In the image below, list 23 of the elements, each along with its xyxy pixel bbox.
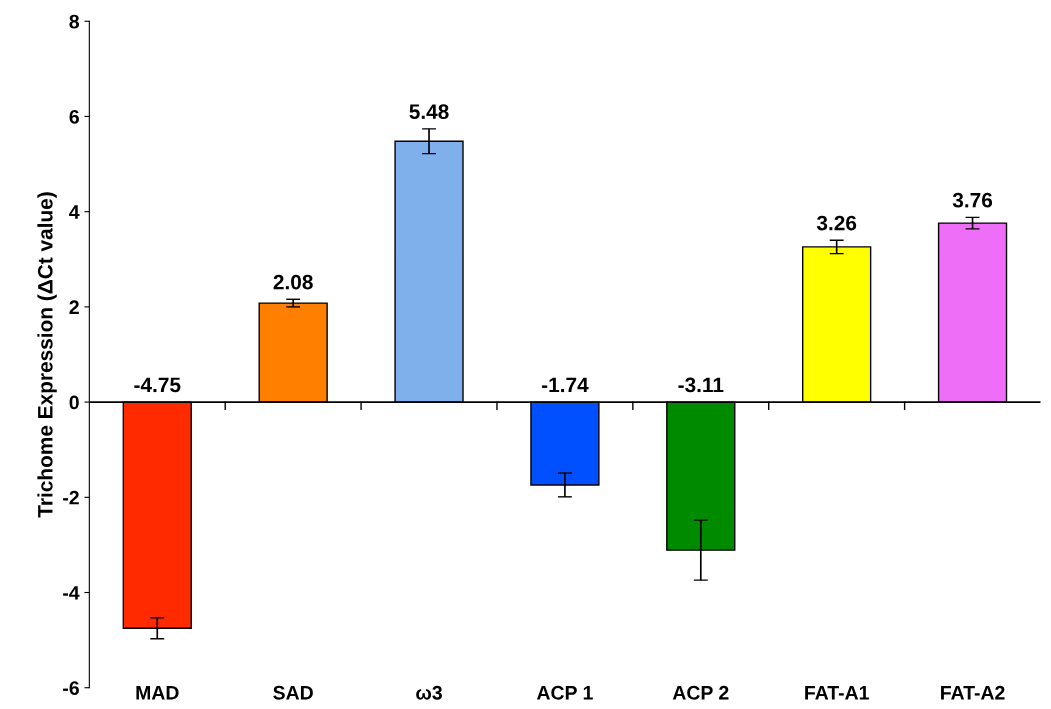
data-label: 2.08 <box>273 274 313 290</box>
data-label: -1.74 <box>541 377 589 393</box>
x-tick-label: ω3 <box>416 685 442 700</box>
y-tick-label: 6 <box>69 109 79 124</box>
x-tick-label: FAT-A1 <box>805 686 869 700</box>
data-label: -4.75 <box>134 377 181 393</box>
x-tick-label: SAD <box>273 685 313 700</box>
x-tick-label: FAT-A2 <box>941 685 1005 700</box>
y-tick-label: 2 <box>69 300 79 314</box>
x-tick-label: ACP 2 <box>672 685 729 700</box>
y-axis-title: Trichome Expression (ΔCt value) <box>37 192 57 518</box>
data-label: 3.76 <box>952 192 993 208</box>
y-tick-label: -6 <box>63 681 79 695</box>
y-tick-label: 4 <box>69 205 80 219</box>
x-tick-label: MAD <box>136 686 179 700</box>
x-tick-label: ACP 1 <box>536 685 593 700</box>
y-tick-label: 8 <box>69 14 80 29</box>
data-label: 3.26 <box>816 215 857 231</box>
data-label: -3.11 <box>678 377 724 393</box>
y-tick-label: -4 <box>63 586 80 600</box>
y-tick-label: 0 <box>69 395 79 410</box>
y-tick-label: -2 <box>63 490 79 505</box>
data-label: 5.48 <box>409 104 449 120</box>
